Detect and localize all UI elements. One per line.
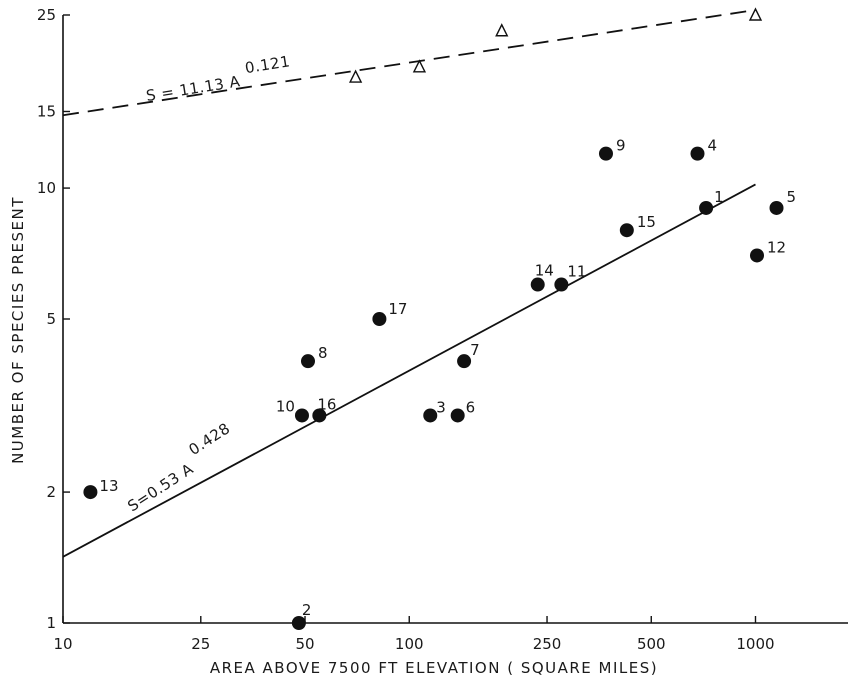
x-tick-label: 1000 [736,635,774,653]
data-point-15 [619,223,634,238]
data-point-label-11: 11 [567,263,586,281]
data-point-label-12: 12 [767,238,786,256]
data-point-label-15: 15 [637,213,656,231]
x-tick-label: 25 [191,635,210,653]
data-point-7 [457,354,472,369]
x-tick-label: 100 [395,635,424,653]
axes [62,15,848,624]
x-axis-ticks: 10 25 50 100 250 500 1000 [53,616,775,653]
data-point-label-4: 4 [707,137,717,155]
data-point-9 [598,146,613,161]
data-point-4 [690,146,705,161]
data-point-label-2: 2 [302,601,312,619]
data-point-17 [372,312,387,326]
equations: S=0.53 A0.428 S = 11.13 A0.121 [124,52,292,516]
data-point-6 [450,408,465,423]
data-point-label-9: 9 [616,137,626,155]
data-point-1 [699,200,714,215]
data-point-label-6: 6 [466,398,476,416]
data-point-label-3: 3 [436,398,446,416]
y-tick-label: 10 [37,179,56,197]
x-axis-title: AREA ABOVE 7500 FT ELEVATION ( SQUARE MI… [210,659,658,677]
equation-solid-text: S=0.53 A [124,460,196,516]
data-point-label-14: 14 [535,262,554,280]
data-point-16 [312,408,327,423]
data-point-label-16: 16 [317,395,336,413]
equation-dashed: S = 11.13 A0.121 [145,52,292,105]
x-tick-label: 500 [637,635,666,653]
data-point-11 [554,277,569,292]
fit-line-dashed [62,9,756,117]
data-point-label-8: 8 [318,344,328,362]
y-tick-label: 5 [46,310,56,328]
equation-dashed-exponent: 0.121 [244,52,292,77]
equation-solid-exponent: 0.428 [186,419,234,459]
equation-dashed-text: S = 11.13 A [145,72,242,105]
data-point-label-5: 5 [787,188,797,206]
x-tick-label: 50 [295,635,314,653]
equation-solid: S=0.53 A0.428 [124,419,234,516]
data-point-10 [294,408,309,423]
data-point-3 [423,408,438,423]
data-point-8 [300,354,315,369]
y-tick-label: 2 [46,483,56,501]
y-tick-label: 15 [37,102,56,120]
data-point-14 [530,277,545,292]
fit-lines [62,9,756,558]
data-point-label-7: 7 [470,341,480,359]
data-point-5 [769,200,784,215]
data-point-label-10: 10 [276,397,295,415]
triangle-point [412,59,427,73]
y-tick-label: 25 [37,6,56,24]
data-point-label-17: 17 [388,300,407,318]
data-point-12 [749,248,764,263]
y-tick-label: 1 [46,614,56,632]
y-axis-title: NUMBER OF SPECIES PRESENT [9,196,27,464]
data-point-label-13: 13 [99,477,118,495]
x-tick-label: 250 [533,635,562,653]
data-point-2 [291,616,306,630]
fit-line-solid [62,183,756,558]
data-point-13 [83,485,98,500]
triangle-point [748,7,763,21]
triangle-point [348,69,363,83]
data-point-label-1: 1 [714,188,724,206]
x-tick-label: 10 [53,635,72,653]
triangle-point [495,23,509,37]
